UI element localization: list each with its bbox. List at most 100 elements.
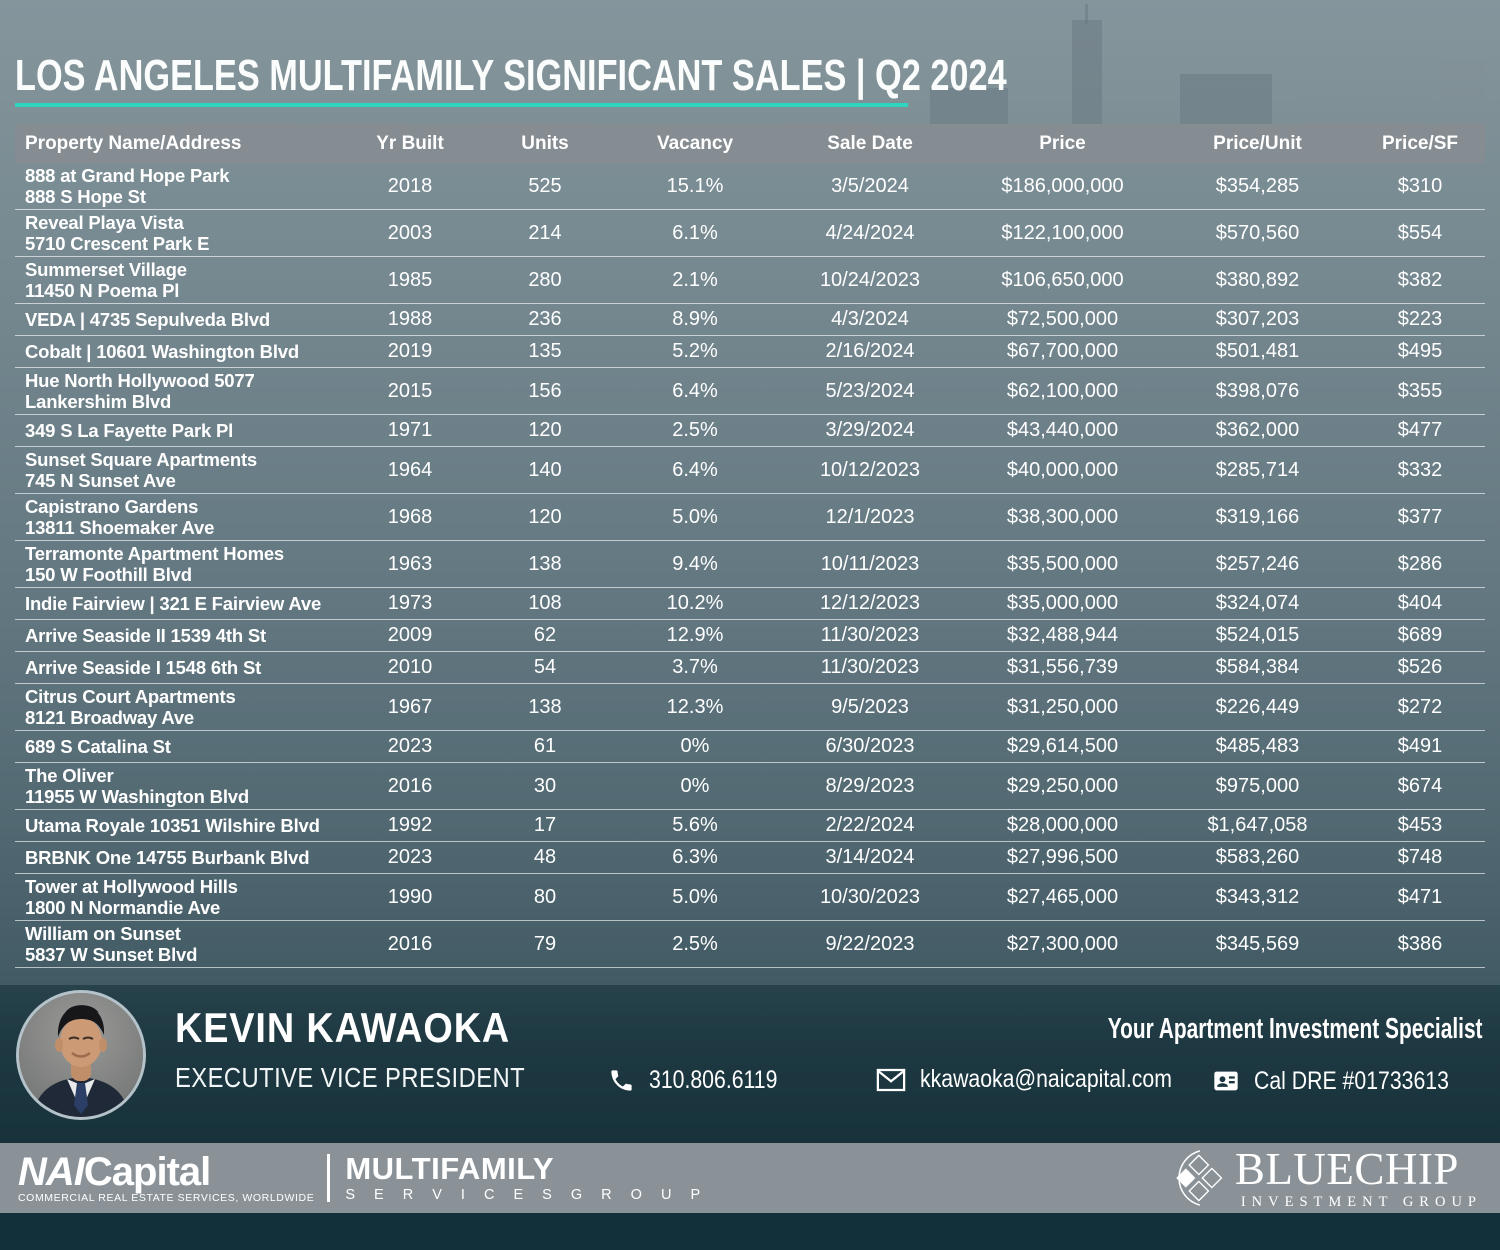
bluechip-logo: BLUECHIP INVESTMENT GROUP: [1163, 1146, 1482, 1210]
property-name: Hue North Hollywood 5077: [25, 370, 255, 391]
cell-yr-built: 1968: [387, 505, 433, 528]
cell-property: Arrive Seaside II 1539 4th St: [15, 625, 345, 646]
cell-property: Sunset Square Apartments 745 N Sunset Ave: [15, 449, 345, 491]
table-row: Arrive Seaside II 1539 4th St 2009 62 12.9%…: [15, 620, 1485, 652]
table-row: VEDA | 4735 Sepulveda Blvd 1988 236 8.9% 4/3…: [15, 304, 1485, 336]
cell-property: William on Sunset 5837 W Sunset Blvd: [15, 923, 345, 965]
cell-property: Capistrano Gardens 13811 Shoemaker Ave: [15, 496, 345, 538]
table-row: Utama Royale 10351 Wilshire Blvd 1992 17 5.…: [15, 810, 1485, 842]
cell-sale-date: 4/3/2024: [831, 308, 909, 330]
agent-license-number: Cal DRE #01733613: [1253, 1066, 1449, 1095]
cell-sale-date: 12/12/2023: [819, 592, 921, 614]
cell-yr-built: 2016: [387, 932, 433, 955]
table-row: 349 S La Fayette Park Pl 1971 120 2.5% 3/29/…: [15, 415, 1485, 447]
cell-price: $28,000,000: [1006, 814, 1119, 836]
cell-yr-built: 1985: [387, 268, 433, 291]
cell-sale-date: 10/30/2023: [819, 885, 921, 908]
cell-property: Cobalt | 10601 Washington Blvd: [15, 341, 345, 362]
table-row: Sunset Square Apartments 745 N Sunset Ave…: [15, 447, 1485, 494]
cell-price-sf: $471: [1397, 885, 1443, 908]
title-underline: [15, 103, 908, 107]
table-row: Arrive Seaside I 1548 6th St 2010 54 3.7% 11…: [15, 652, 1485, 684]
property-name: Citrus Court Apartments: [25, 686, 236, 707]
property-name: 689 S Catalina St: [25, 736, 171, 757]
bluechip-wordmark: BLUECHIP INVESTMENT GROUP: [1235, 1146, 1482, 1210]
nai-tagline: COMMERCIAL REAL ESTATE SERVICES, WORLDWI…: [18, 1191, 315, 1204]
property-name: Utama Royale 10351 Wilshire Blvd: [25, 815, 320, 836]
agent-phone-number: 310.806.6119: [649, 1066, 778, 1094]
cell-price: $31,250,000: [1006, 695, 1119, 718]
table-row: Indie Fairview | 321 E Fairview Ave 1973 1…: [15, 588, 1485, 620]
cell-yr-built: 1973: [387, 592, 433, 614]
cell-vacancy: 5.0%: [672, 505, 718, 528]
property-address: 888 S Hope St: [25, 186, 146, 207]
cell-units: 140: [528, 458, 562, 481]
division-subtitle: S E R V I C E S G R O U P: [345, 1187, 708, 1204]
table-row: Hue North Hollywood 5077 Lankershim Blvd 2…: [15, 368, 1485, 415]
cell-units: 138: [528, 552, 562, 575]
property-name: Terramonte Apartment Homes: [25, 543, 284, 564]
cell-yr-built: 1963: [387, 552, 433, 575]
cell-price-unit: $307,203: [1215, 308, 1300, 330]
cell-price-unit: $285,714: [1215, 458, 1300, 481]
table-row: Citrus Court Apartments 8121 Broadway Ave…: [15, 684, 1485, 731]
property-name: The Oliver: [25, 765, 114, 786]
property-address: 13811 Shoemaker Ave: [25, 517, 215, 538]
table-row: Tower at Hollywood Hills 1800 N Normandie…: [15, 874, 1485, 921]
cell-vacancy: 6.3%: [672, 846, 718, 868]
cell-price-sf: $272: [1397, 695, 1443, 718]
cell-price: $32,488,944: [1006, 624, 1119, 646]
property-address: 745 N Sunset Ave: [25, 470, 176, 491]
cell-price-sf: $404: [1397, 592, 1443, 614]
cell-units: 525: [528, 174, 562, 197]
table-row: Cobalt | 10601 Washington Blvd 2019 135 5.2…: [15, 336, 1485, 368]
sales-table: Property Name/Address Yr Built Units Vac…: [15, 124, 1485, 968]
cell-price-unit: $343,312: [1215, 885, 1300, 908]
cell-property: BRBNK One 14755 Burbank Blvd: [15, 847, 345, 868]
cell-yr-built: 2019: [387, 340, 433, 362]
cell-yr-built: 1971: [387, 419, 433, 441]
property-address: 1800 N Normandie Ave: [25, 897, 221, 918]
cell-price-sf: $689: [1397, 624, 1443, 646]
cell-units: 48: [533, 846, 557, 868]
logo-divider: [327, 1154, 331, 1202]
cell-vacancy: 12.3%: [666, 695, 724, 718]
cell-property: VEDA | 4735 Sepulveda Blvd: [15, 309, 345, 330]
column-header-units: Units: [521, 132, 569, 154]
column-header-price-sf: Price/SF: [1381, 132, 1459, 154]
property-name: 888 at Grand Hope Park: [25, 165, 230, 186]
cell-units: 280: [528, 268, 562, 291]
agent-license: Cal DRE #01733613: [1212, 1067, 1483, 1095]
cell-price-unit: $584,384: [1215, 656, 1300, 678]
cell-price: $27,300,000: [1006, 932, 1119, 955]
cell-yr-built: 1964: [387, 458, 433, 481]
cell-price-unit: $354,285: [1215, 174, 1300, 197]
cell-price: $122,100,000: [1001, 221, 1124, 244]
cell-price: $29,614,500: [1006, 735, 1119, 757]
cell-property: Arrive Seaside I 1548 6th St: [15, 657, 345, 678]
cell-price-unit: $501,481: [1215, 340, 1300, 362]
cell-yr-built: 1992: [387, 814, 433, 836]
property-name: Capistrano Gardens: [25, 496, 199, 517]
cell-property: Hue North Hollywood 5077 Lankershim Blvd: [15, 370, 345, 412]
cell-units: 120: [528, 505, 562, 528]
cell-price: $62,100,000: [1006, 379, 1119, 402]
column-header-vacancy: Vacancy: [656, 132, 734, 154]
cell-units: 30: [533, 774, 557, 797]
cell-price-sf: $554: [1397, 221, 1443, 244]
phone-icon: [611, 1070, 632, 1091]
cell-price-sf: $453: [1397, 814, 1443, 836]
cell-price-unit: $524,015: [1215, 624, 1300, 646]
column-header-price-unit: Price/Unit: [1213, 132, 1302, 154]
cell-price-unit: $570,560: [1215, 221, 1300, 244]
cell-price-unit: $398,076: [1215, 379, 1300, 402]
cell-sale-date: 3/5/2024: [831, 174, 909, 197]
cell-vacancy: 6.1%: [672, 221, 718, 244]
cell-property: Utama Royale 10351 Wilshire Blvd: [15, 815, 345, 836]
brand-logo-bar: NAICapital COMMERCIAL REAL ESTATE SERVIC…: [0, 1143, 1500, 1213]
cell-property: Reveal Playa Vista 5710 Crescent Park E: [15, 212, 345, 254]
cell-units: 61: [533, 735, 557, 757]
cell-vacancy: 6.4%: [672, 379, 718, 402]
cell-price-sf: $310: [1397, 174, 1443, 197]
